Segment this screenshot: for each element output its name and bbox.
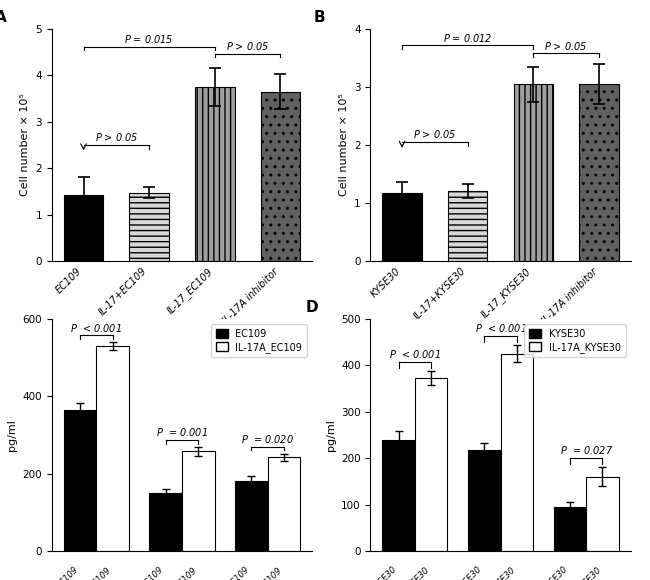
Text: KYSE30: KYSE30: [455, 565, 484, 580]
Bar: [64, 195, 103, 261]
Legend: KYSE30, IL-17A_KYSE30: KYSE30, IL-17A_KYSE30: [525, 324, 626, 357]
Text: B: B: [313, 10, 325, 26]
Bar: [150, 493, 182, 551]
Text: IL-17A_KYSE30: IL-17A_KYSE30: [552, 565, 603, 580]
Bar: [268, 458, 300, 551]
Bar: [415, 378, 447, 551]
Text: KYSE30: KYSE30: [370, 565, 398, 580]
Text: EC109: EC109: [140, 565, 166, 580]
Text: $P$  = 0.027: $P$ = 0.027: [560, 444, 613, 456]
Bar: [261, 92, 300, 261]
Text: $P$ > 0.05: $P$ > 0.05: [545, 39, 588, 52]
Legend: EC109, IL-17A_EC109: EC109, IL-17A_EC109: [211, 324, 307, 357]
Bar: [579, 84, 619, 261]
Bar: [514, 84, 553, 261]
Bar: [448, 191, 488, 261]
Y-axis label: Cell number × 10⁵: Cell number × 10⁵: [339, 93, 348, 197]
Text: D: D: [306, 300, 318, 316]
Text: EC109: EC109: [55, 565, 80, 580]
Text: $P$  = 0.020: $P$ = 0.020: [241, 433, 294, 445]
Bar: [500, 354, 533, 551]
Bar: [382, 440, 415, 551]
Bar: [382, 193, 422, 261]
Bar: [235, 481, 268, 551]
Text: $P$ = 0.015: $P$ = 0.015: [124, 33, 174, 45]
Y-axis label: pg/ml: pg/ml: [326, 419, 335, 451]
Text: $P$ > 0.05: $P$ > 0.05: [95, 130, 138, 143]
Text: $P$ = 0.012: $P$ = 0.012: [443, 31, 493, 44]
Text: $P$ > 0.05: $P$ > 0.05: [413, 128, 456, 140]
Text: IL-17A_EC109: IL-17A_EC109: [151, 565, 198, 580]
Text: IL-17A_KYSE30: IL-17A_KYSE30: [381, 565, 431, 580]
Text: $P$  < 0.001: $P$ < 0.001: [474, 322, 526, 334]
Bar: [586, 477, 619, 551]
Text: A: A: [0, 10, 6, 26]
Bar: [468, 450, 500, 551]
Bar: [554, 507, 586, 551]
Bar: [64, 410, 96, 551]
Bar: [182, 451, 215, 551]
Text: $P$  = 0.001: $P$ = 0.001: [156, 426, 208, 438]
Text: $P$ > 0.05: $P$ > 0.05: [226, 40, 269, 52]
Bar: [195, 87, 235, 261]
Text: $P$  < 0.001: $P$ < 0.001: [70, 322, 122, 334]
Text: $P$  < 0.001: $P$ < 0.001: [389, 348, 441, 360]
Text: KYSE30: KYSE30: [541, 565, 570, 580]
Text: IL-17A_KYSE30: IL-17A_KYSE30: [467, 565, 517, 580]
Text: IL-17A_EC109: IL-17A_EC109: [237, 565, 284, 580]
Bar: [96, 346, 129, 551]
Text: EC109: EC109: [226, 565, 252, 580]
Bar: [129, 193, 169, 261]
Y-axis label: pg/ml: pg/ml: [7, 419, 17, 451]
Y-axis label: Cell number × 10⁵: Cell number × 10⁵: [20, 93, 30, 197]
Text: IL-17A_EC109: IL-17A_EC109: [66, 565, 112, 580]
